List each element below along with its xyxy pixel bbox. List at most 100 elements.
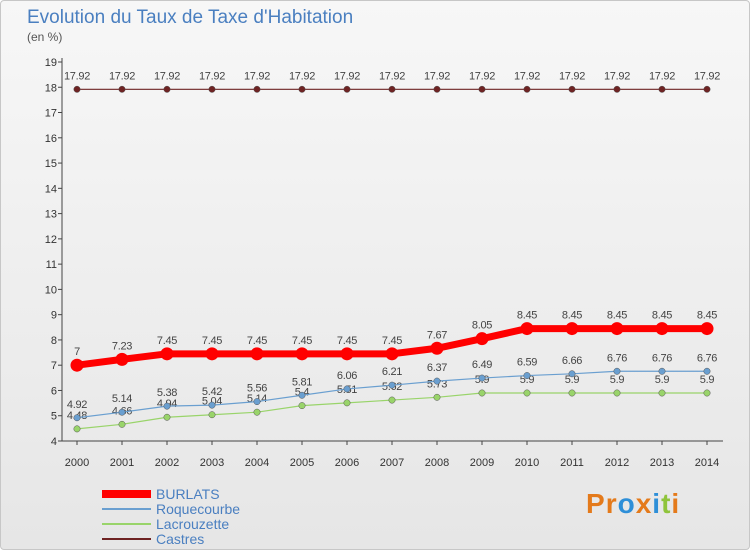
x-tick-label: 2012 xyxy=(605,457,629,469)
data-point xyxy=(430,341,444,355)
data-point xyxy=(703,367,711,375)
data-label: 8.45 xyxy=(607,310,627,322)
data-label: 6.37 xyxy=(427,362,447,374)
x-tick-label: 2001 xyxy=(110,457,134,469)
y-tick-label: 16 xyxy=(45,133,57,145)
data-point xyxy=(658,389,666,397)
data-label: 4.92 xyxy=(67,399,87,411)
data-label: 17.92 xyxy=(424,70,450,82)
series-castres: 17.92 17.92 17.92 17.92 17.92 17.92 17.92 17.92… xyxy=(64,70,720,93)
data-label: 17.92 xyxy=(154,70,180,82)
data-label: 5.9 xyxy=(610,374,625,386)
x-tick-label: 2011 xyxy=(560,457,584,469)
data-label: 6.66 xyxy=(562,355,582,367)
data-point xyxy=(388,85,396,93)
data-label: 7.45 xyxy=(202,335,222,347)
logo-letter: o xyxy=(617,488,636,519)
data-point xyxy=(343,399,351,407)
data-label: 17.92 xyxy=(244,70,270,82)
data-point xyxy=(115,352,129,366)
data-point xyxy=(568,85,576,93)
data-point xyxy=(478,389,486,397)
data-label: 5.9 xyxy=(700,374,715,386)
data-label: 5.42 xyxy=(202,386,222,398)
data-point xyxy=(253,408,261,416)
data-point xyxy=(523,85,531,93)
data-label: 7.67 xyxy=(427,329,447,341)
data-point xyxy=(205,347,219,361)
data-label: 5.9 xyxy=(565,374,580,386)
data-point xyxy=(523,372,531,380)
legend-label: Roquecourbe xyxy=(156,501,240,517)
data-label: 6.76 xyxy=(697,352,717,364)
data-label: 7.45 xyxy=(382,335,402,347)
x-tick-label: 2013 xyxy=(650,457,674,469)
data-point xyxy=(700,322,714,336)
data-label: 8.05 xyxy=(472,320,492,332)
data-label: 8.45 xyxy=(652,310,672,322)
data-label: 17.92 xyxy=(199,70,225,82)
legend-label: Lacrouzette xyxy=(156,516,229,532)
data-label: 17.92 xyxy=(109,70,135,82)
legend-label: BURLATS xyxy=(156,486,220,502)
logo-letter: i xyxy=(652,488,662,519)
y-tick-label: 11 xyxy=(46,259,57,271)
y-tick-label: 19 xyxy=(45,57,57,69)
logo-letter: P xyxy=(586,488,606,519)
data-label: 8.45 xyxy=(562,310,582,322)
data-label: 17.92 xyxy=(469,70,495,82)
data-point xyxy=(523,389,531,397)
data-point xyxy=(118,420,126,428)
data-point xyxy=(160,347,174,361)
y-tick-label: 12 xyxy=(45,234,57,246)
x-tick-label: 2002 xyxy=(155,457,179,469)
data-point xyxy=(163,402,171,410)
y-tick-label: 6 xyxy=(51,385,57,397)
data-point xyxy=(475,332,489,346)
y-tick-label: 17 xyxy=(45,108,57,120)
data-label: 17.92 xyxy=(649,70,675,82)
data-point xyxy=(613,85,621,93)
x-tick-label: 2007 xyxy=(380,457,404,469)
x-tick-label: 2009 xyxy=(470,457,494,469)
y-tick-label: 7 xyxy=(51,360,57,372)
data-label: 7.23 xyxy=(112,340,132,352)
data-point xyxy=(253,85,261,93)
data-label: 17.92 xyxy=(514,70,540,82)
data-point xyxy=(163,85,171,93)
data-label: 6.06 xyxy=(337,370,357,382)
data-label: 7 xyxy=(74,346,80,358)
y-tick-label: 18 xyxy=(45,82,57,94)
data-label: 17.92 xyxy=(379,70,405,82)
logo-letter: r xyxy=(605,488,618,519)
data-label: 6.49 xyxy=(472,359,492,371)
series-burlats: 7 7.23 7.45 7.45 7.45 7.45 7.45 7.45 7.67 8.05 8.4… xyxy=(70,310,718,372)
data-point xyxy=(568,370,576,378)
data-label: 17.92 xyxy=(64,70,90,82)
x-tick-label: 2003 xyxy=(200,457,224,469)
data-point xyxy=(298,85,306,93)
data-label: 7.45 xyxy=(247,335,267,347)
data-point xyxy=(295,347,309,361)
data-point xyxy=(520,322,534,336)
y-tick-label: 10 xyxy=(45,284,57,296)
data-label: 6.76 xyxy=(607,352,627,364)
y-tick-label: 5 xyxy=(51,411,57,423)
data-point xyxy=(565,322,579,336)
data-point xyxy=(610,322,624,336)
y-tick-label: 15 xyxy=(45,158,57,170)
x-tick-label: 2010 xyxy=(515,457,539,469)
data-label: 7.45 xyxy=(157,335,177,347)
data-label: 17.92 xyxy=(694,70,720,82)
data-label: 8.45 xyxy=(697,310,717,322)
data-label: 5.14 xyxy=(112,393,132,405)
data-point xyxy=(478,85,486,93)
data-point xyxy=(703,85,711,93)
data-label: 6.76 xyxy=(652,352,672,364)
logo-letter: t xyxy=(661,488,672,519)
data-label: 5.38 xyxy=(157,387,177,399)
data-label: 7.45 xyxy=(292,335,312,347)
y-tick-label: 14 xyxy=(45,183,57,195)
data-point xyxy=(658,367,666,375)
